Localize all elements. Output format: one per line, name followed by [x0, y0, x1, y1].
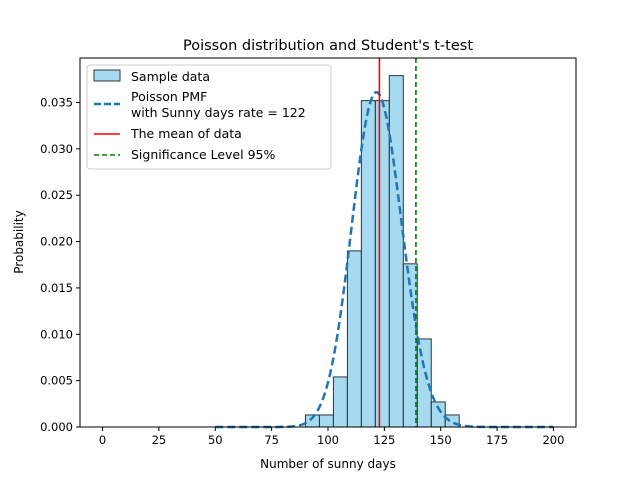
- legend-label-poisson-pmf-line1: Poisson PMF: [131, 89, 207, 104]
- legend-label-significance-line: Significance Level 95%: [131, 147, 275, 162]
- chart-title: Poisson distribution and Student's t-tes…: [183, 38, 473, 54]
- x-tick-label: 150: [430, 433, 452, 447]
- legend-box: [86, 64, 332, 170]
- histogram-bar: [346, 250, 362, 428]
- y-tick-label: 0.015: [40, 281, 73, 295]
- legend-swatch-sample-data: [93, 69, 121, 82]
- x-tick-label: 75: [264, 433, 279, 447]
- y-tick-label: 0.010: [40, 327, 73, 341]
- y-tick-label: 0.030: [40, 142, 73, 156]
- y-tick-label: 0.035: [40, 96, 73, 110]
- y-tick-label: 0.025: [40, 188, 73, 202]
- legend-label-poisson-pmf-line2: with Sunny days rate = 122: [131, 105, 306, 120]
- legend: Sample data Poisson PMF with Sunny days …: [86, 64, 332, 170]
- x-tick-label: 200: [542, 433, 564, 447]
- x-axis-label: Number of sunny days: [260, 457, 396, 471]
- y-tick-label: 0.020: [40, 235, 73, 249]
- x-tick-label: 100: [317, 433, 339, 447]
- histogram-bar: [374, 100, 390, 428]
- x-tick-label: 175: [486, 433, 508, 447]
- x-tick-label: 50: [208, 433, 223, 447]
- y-tick-label: 0.000: [40, 420, 73, 434]
- histogram-bar: [318, 414, 334, 428]
- plot-area: [215, 58, 554, 429]
- y-axis: 0.000 0.005 0.010 0.015 0.020 0.025 0.030 0.035: [40, 96, 80, 434]
- legend-label-mean-line: The mean of data: [130, 126, 242, 141]
- x-axis: 0 25 50 75 100 125 150 175 200: [99, 427, 564, 447]
- legend-label-sample-data: Sample data: [131, 69, 210, 84]
- histogram-bar: [360, 100, 376, 428]
- x-tick-label: 25: [152, 433, 167, 447]
- histogram-bar: [416, 338, 432, 428]
- histogram-bar: [388, 75, 404, 428]
- y-tick-label: 0.005: [40, 374, 73, 388]
- y-axis-label: Probability: [12, 210, 26, 273]
- x-tick-label: 125: [373, 433, 395, 447]
- histogram-bar: [332, 376, 348, 428]
- x-tick-label: 0: [99, 433, 106, 447]
